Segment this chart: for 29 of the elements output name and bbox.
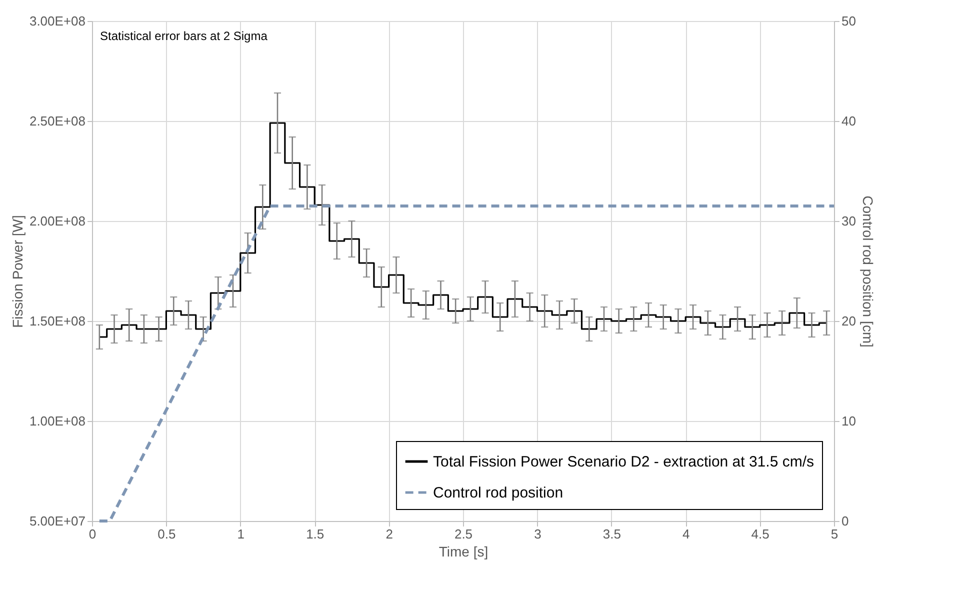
x-tick-label: 4.5 (751, 526, 770, 542)
x-tick-label: 5 (830, 526, 838, 542)
x-tick-label: 3 (534, 526, 542, 542)
x-tick-label: 0 (88, 526, 96, 542)
x-tick-label: 3.5 (602, 526, 621, 542)
x-tick-label: 2 (386, 526, 393, 542)
y2-axis-title: Control rod position [cm] (860, 196, 876, 348)
y2-tick-label: 10 (842, 414, 856, 428)
y2-tick-label: 0 (842, 514, 849, 528)
legend-label: Total Fission Power Scenario D2 - extraction at 31.5 cm/s (433, 454, 814, 470)
x-tick-label: 0.5 (158, 526, 176, 542)
y-tick-label: 1.50E+08 (29, 314, 86, 328)
y2-tick-label: 50 (842, 14, 856, 28)
y-tick-label: 2.00E+08 (29, 214, 86, 228)
y2-tick-label: 30 (842, 214, 856, 228)
x-tick-label: 1.5 (306, 526, 324, 542)
x-axis-title: Time [s] (438, 544, 488, 560)
y-tick-label: 3.00E+08 (29, 14, 86, 28)
y2-tick-label: 20 (842, 314, 856, 328)
y-axis-title: Fission Power [W] (9, 215, 26, 328)
y-tick-label: 1.00E+08 (29, 414, 86, 428)
annotation: Statistical error bars at 2 Sigma (100, 29, 268, 43)
x-tick-label: 4 (682, 526, 690, 542)
y2-tick-label: 40 (842, 114, 856, 128)
x-tick-label: 1 (237, 526, 245, 542)
legend-label: Control rod position (433, 484, 564, 502)
x-tick-label: 2.5 (454, 526, 473, 542)
y-tick-label: 2.50E+08 (29, 114, 86, 128)
y-tick-label: 5.00E+07 (29, 514, 86, 528)
